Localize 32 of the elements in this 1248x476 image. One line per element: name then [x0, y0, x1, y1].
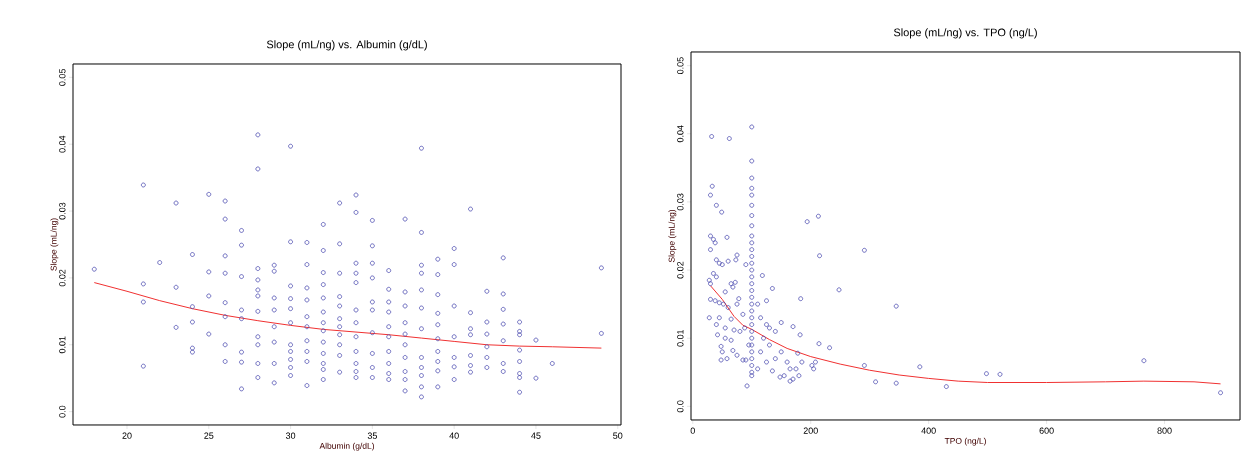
- y-tick-label: 0.05: [677, 57, 684, 74]
- y-tick-label: 0.0: [677, 400, 684, 413]
- x-tick-label: 0: [690, 427, 695, 434]
- line-series: [93, 282, 602, 349]
- y-tick-label: 0.02: [59, 269, 66, 287]
- x-tick-label: 40: [449, 432, 459, 439]
- x-tick-label: 200: [803, 427, 818, 434]
- x-tick-label: 25: [204, 432, 214, 439]
- x-tick-label: 800: [1157, 427, 1172, 434]
- y-tick-label: 0.05: [59, 69, 66, 86]
- y-tick-label: 0.03: [59, 202, 66, 220]
- x-tick-label: 20: [122, 432, 132, 439]
- x-tick-label: 35: [367, 432, 377, 439]
- x-tick-label: 400: [921, 427, 936, 434]
- y-tick-label: 0.04: [59, 135, 66, 153]
- x-axis-title: TPO (ng/L): [944, 437, 986, 446]
- chart-title: Slope (mL/ng) vs. Albumin (g/dL): [266, 40, 427, 51]
- x-tick-label: 600: [1039, 427, 1054, 434]
- x-tick-label: 45: [531, 432, 541, 439]
- line-series: [709, 285, 1222, 385]
- y-tick-label: 0.0: [59, 405, 66, 418]
- x-axis-title: Albumin (g/dL): [319, 442, 375, 451]
- chart-title: Slope (mL/ng) vs. TPO (ng/L): [893, 28, 1037, 39]
- x-tick-label: 50: [613, 432, 623, 439]
- y-tick-label: 0.03: [677, 193, 684, 211]
- y-tick-label: 0.01: [59, 336, 66, 354]
- x-tick-label: 30: [285, 432, 296, 439]
- y-tick-label: 0.02: [677, 261, 684, 279]
- y-axis-title: Slope (mL/ng): [668, 209, 677, 263]
- y-axis-title: Slope (mL/ng): [50, 218, 59, 271]
- y-tick-label: 0.01: [677, 329, 684, 347]
- y-tick-label: 0.04: [677, 125, 684, 143]
